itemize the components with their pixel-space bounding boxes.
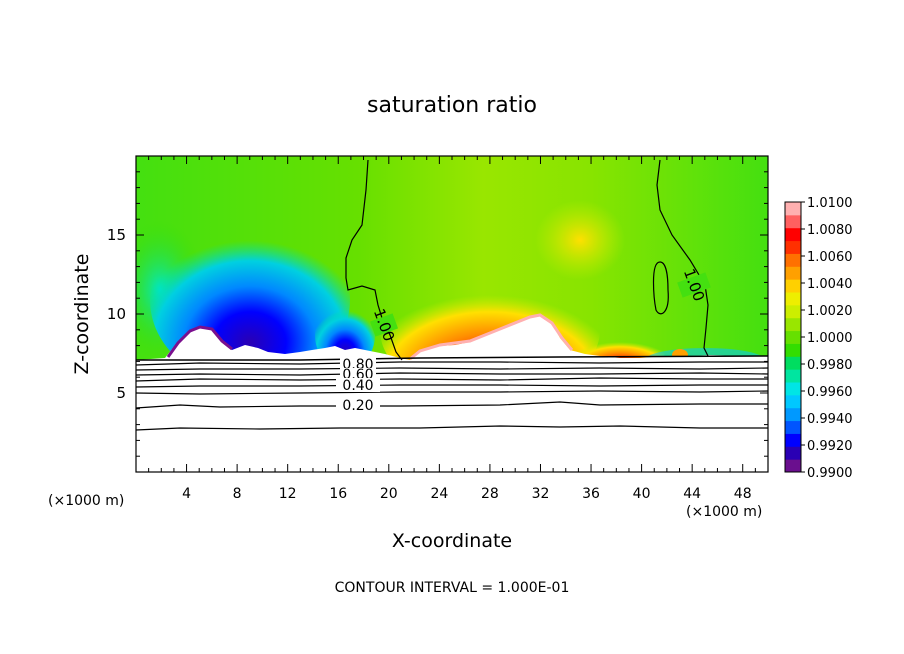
colorbar-segment (785, 446, 801, 460)
colorbar-segment (785, 202, 801, 216)
contour-0-90 (136, 361, 768, 366)
colorbar-segment (785, 420, 801, 434)
contour-1-00-loop (652, 261, 669, 315)
x-tick-label: 24 (430, 486, 448, 502)
x-tick-label: 4 (182, 486, 191, 502)
x-tick-label: 16 (329, 486, 347, 502)
colorbar-segment (785, 266, 801, 280)
colorbar-segment (785, 330, 801, 344)
colorbar-segment (785, 214, 801, 229)
y-tick-label: 15 (107, 226, 126, 244)
contour-0-40 (136, 390, 768, 395)
contour-interval-text: CONTOUR INTERVAL = 1.000E-01 (335, 580, 570, 596)
pink-edge (409, 313, 574, 361)
colorbar-label: 0.9940 (807, 412, 853, 427)
colorbar-label: 0.9900 (807, 466, 853, 481)
contour-0-30 (136, 401, 768, 409)
contour-base (136, 355, 768, 361)
y-axis-label: Z-coordinate (71, 254, 93, 375)
x-unit-right: (×1000 m) (686, 504, 762, 520)
colorbar-label: 1.0020 (807, 304, 853, 319)
y-tick-label: 5 (116, 384, 126, 402)
colorbar-segment (785, 343, 801, 357)
y-axis-ticks: 5 10 15 (107, 171, 768, 457)
colorbar-segment (785, 227, 801, 242)
contour-0-20 (136, 425, 768, 431)
contour-0-60 (136, 377, 768, 382)
x-axis-label: X-coordinate (392, 530, 512, 552)
colorbar-label: 0.9960 (807, 385, 853, 400)
contour-label-6: 0.20 (342, 398, 373, 414)
contour-label-5: 0.40 (342, 378, 373, 394)
colorbar-segment (785, 253, 801, 267)
x-tick-label: 32 (532, 486, 550, 502)
colorbar-label: 1.0060 (807, 250, 853, 265)
colorbar-segment (785, 317, 801, 332)
colorbar-segment (785, 407, 801, 422)
chart-title: saturation ratio (367, 93, 537, 118)
colorbar-segment (785, 382, 801, 396)
colorbar-label: 0.9980 (807, 358, 853, 373)
colorbar-label: 1.0040 (807, 277, 853, 292)
colorbar-segment (785, 279, 801, 293)
x-tick-label: 12 (279, 486, 297, 502)
contour-1-00-right (656, 159, 709, 357)
colorbar-label: 0.9920 (807, 439, 853, 454)
contour-0-50 (136, 384, 768, 388)
colorbar-segment (785, 394, 801, 409)
white-region (136, 316, 768, 472)
colorbar-label: 1.0080 (807, 223, 853, 238)
colorbar-label: 1.0100 (807, 196, 853, 211)
plot-area: 1.00 1.00 0.80 0.60 0.40 0.20 (136, 156, 768, 472)
y-tick-label: 10 (107, 305, 126, 323)
colorbar-segment (785, 240, 801, 254)
contour-0-70 (136, 372, 768, 376)
contour-0-80 (136, 367, 768, 371)
x-tick-label: 44 (683, 486, 701, 502)
purple-edge (166, 325, 233, 358)
colorbar-segment (785, 356, 801, 370)
contour-lines (136, 159, 768, 431)
colorbar: 0.9900 0.9920 0.9940 0.9960 0.9980 1.0000 1.00… (784, 196, 853, 481)
x-axis-ticks: 4 8 12 16 20 24 28 32 36 40 44 48 (148, 156, 756, 502)
x-tick-label: 28 (481, 486, 499, 502)
field-yellow-core (535, 200, 625, 280)
x-tick-label: 40 (633, 486, 651, 502)
x-unit-left: (×1000 m) (48, 493, 124, 509)
colorbar-segment (785, 433, 801, 447)
x-tick-label: 20 (380, 486, 398, 502)
x-tick-label: 48 (734, 486, 752, 502)
x-tick-label: 8 (233, 486, 242, 502)
colorbar-segment (785, 304, 801, 319)
colorbar-segment (785, 369, 801, 383)
x-tick-label: 36 (582, 486, 600, 502)
colorbar-label: 1.0000 (807, 331, 853, 346)
colorbar-segment (785, 459, 801, 473)
colorbar-segment (785, 292, 801, 306)
contour-1-00-left (345, 159, 403, 361)
